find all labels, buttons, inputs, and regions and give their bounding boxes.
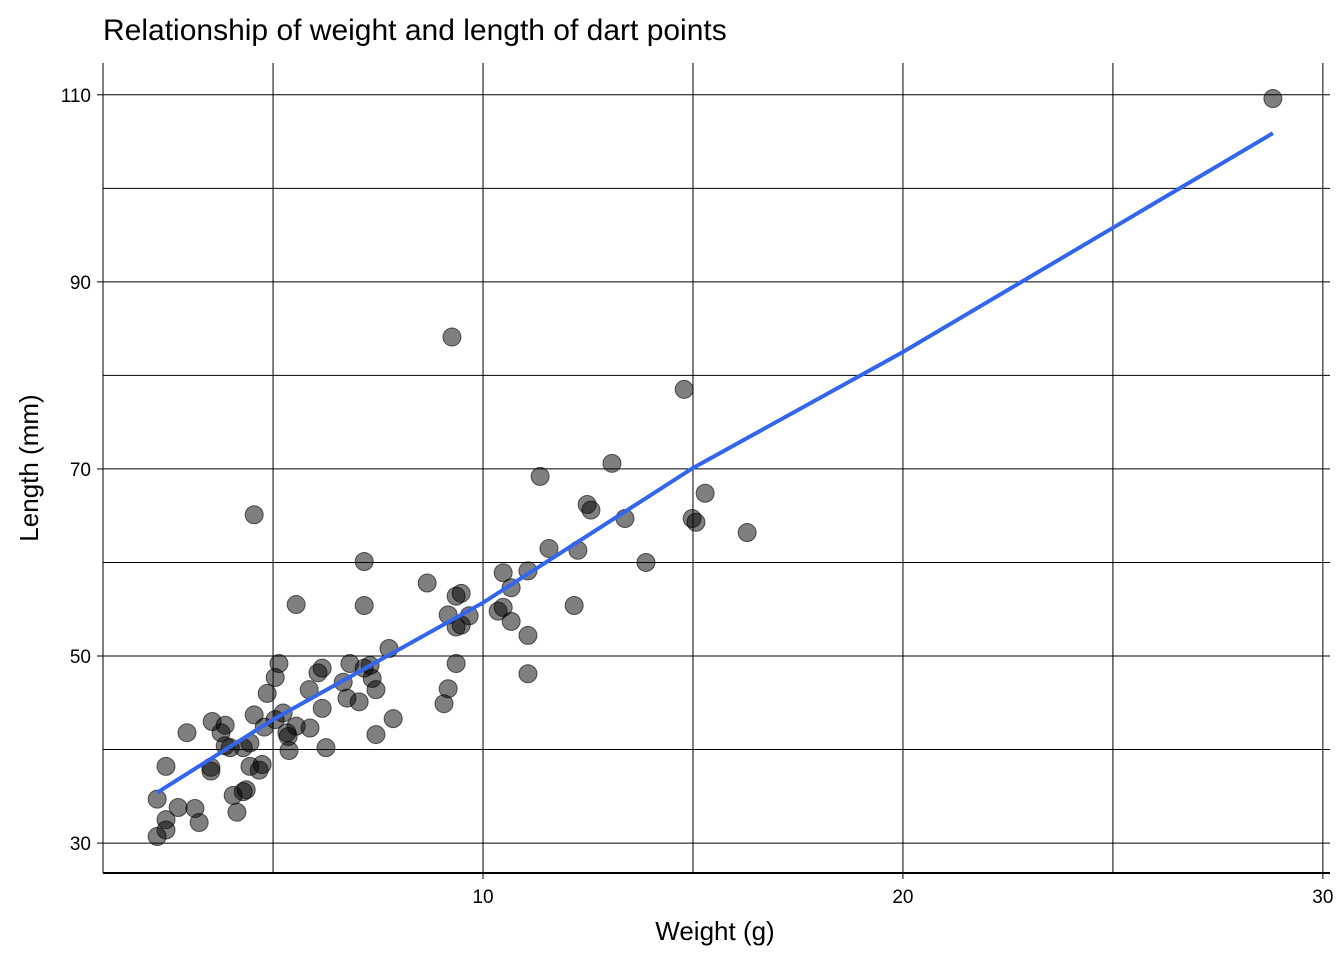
point bbox=[286, 595, 306, 615]
point bbox=[227, 802, 247, 822]
x-tick-label: 20 bbox=[892, 887, 913, 908]
point bbox=[366, 725, 386, 745]
point bbox=[383, 709, 403, 729]
point bbox=[493, 563, 513, 583]
point bbox=[215, 715, 235, 735]
point bbox=[695, 483, 715, 503]
y-tick-label: 110 bbox=[61, 86, 91, 107]
point bbox=[674, 379, 694, 399]
point bbox=[312, 658, 332, 678]
point bbox=[244, 505, 264, 525]
point bbox=[147, 789, 167, 809]
point bbox=[451, 583, 471, 603]
point bbox=[539, 538, 559, 558]
point bbox=[236, 780, 256, 800]
point bbox=[636, 552, 656, 572]
point bbox=[156, 810, 176, 830]
point bbox=[581, 500, 601, 520]
point bbox=[501, 611, 521, 631]
point bbox=[530, 466, 550, 486]
point bbox=[300, 718, 320, 738]
point bbox=[201, 761, 221, 781]
point bbox=[349, 692, 369, 712]
point bbox=[312, 698, 332, 718]
y-axis-label: Length (mm) bbox=[14, 394, 44, 541]
point bbox=[686, 512, 706, 532]
point bbox=[177, 723, 197, 743]
point bbox=[366, 680, 386, 700]
point bbox=[1263, 89, 1283, 109]
point bbox=[518, 625, 538, 645]
point bbox=[168, 798, 188, 818]
point bbox=[354, 595, 374, 615]
point bbox=[564, 595, 584, 615]
point bbox=[446, 653, 466, 673]
point bbox=[252, 755, 272, 775]
y-tick-label: 90 bbox=[70, 273, 91, 294]
point bbox=[417, 573, 437, 593]
point bbox=[189, 812, 209, 832]
point bbox=[354, 552, 374, 572]
y-tick-label: 30 bbox=[70, 834, 91, 855]
x-axis-label: Weight (g) bbox=[655, 916, 774, 946]
point bbox=[316, 738, 336, 758]
point bbox=[156, 756, 176, 776]
point bbox=[269, 653, 289, 673]
y-tick-label: 70 bbox=[70, 460, 91, 481]
y-tick-label: 50 bbox=[70, 647, 91, 668]
point bbox=[442, 327, 462, 347]
fit-line bbox=[156, 131, 1274, 795]
point bbox=[438, 679, 458, 699]
point bbox=[602, 453, 622, 473]
point bbox=[737, 523, 757, 543]
point bbox=[518, 664, 538, 684]
point bbox=[257, 683, 277, 703]
x-tick-label: 30 bbox=[1312, 887, 1333, 908]
chart-title: Relationship of weight and length of dar… bbox=[103, 14, 727, 47]
x-tick-label: 10 bbox=[472, 887, 493, 908]
